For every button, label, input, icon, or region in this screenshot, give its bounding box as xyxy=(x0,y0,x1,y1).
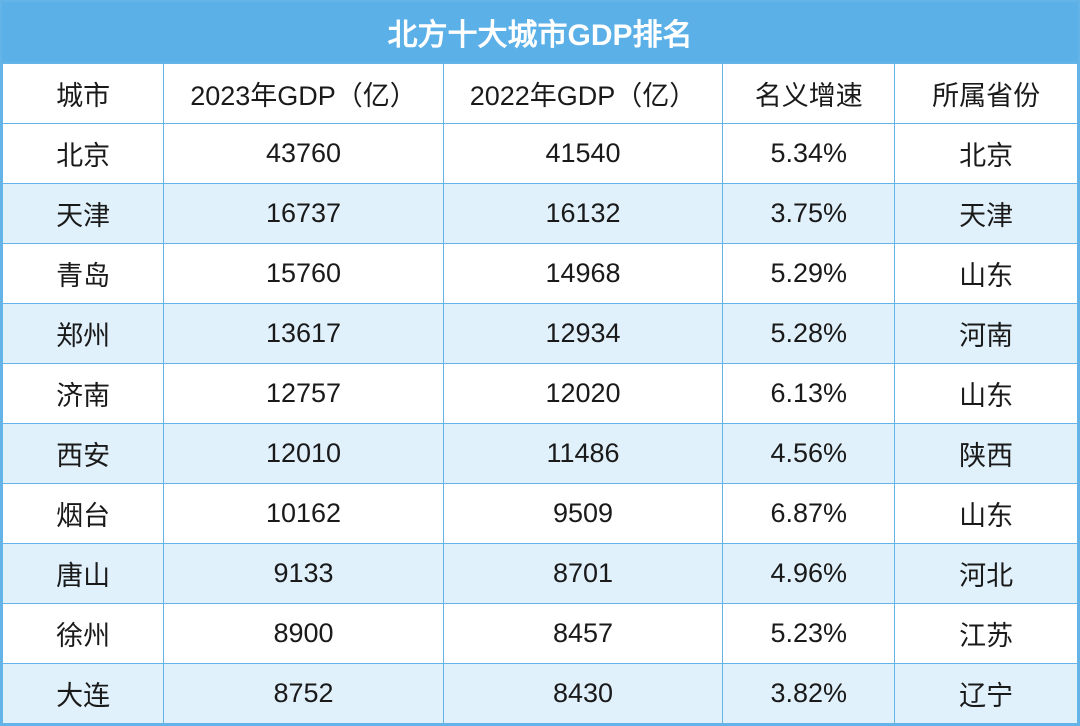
cell-gdp2023: 12757 xyxy=(164,364,444,424)
col-header-province: 所属省份 xyxy=(895,64,1078,124)
cell-gdp2023: 12010 xyxy=(164,424,444,484)
cell-gdp2023: 9133 xyxy=(164,544,444,604)
cell-gdp2022: 14968 xyxy=(443,244,723,304)
table-title: 北方十大城市GDP排名 xyxy=(2,2,1078,63)
cell-gdp2022: 8701 xyxy=(443,544,723,604)
cell-gdp2022: 16132 xyxy=(443,184,723,244)
col-header-growth: 名义增速 xyxy=(723,64,895,124)
cell-province: 北京 xyxy=(895,124,1078,184)
col-header-gdp2023: 2023年GDP（亿） xyxy=(164,64,444,124)
cell-gdp2023: 15760 xyxy=(164,244,444,304)
table-row: 郑州 13617 12934 5.28% 河南 xyxy=(3,304,1078,364)
cell-province: 河南 xyxy=(895,304,1078,364)
cell-gdp2023: 8900 xyxy=(164,604,444,664)
header-row: 城市 2023年GDP（亿） 2022年GDP（亿） 名义增速 所属省份 xyxy=(3,64,1078,124)
cell-city: 烟台 xyxy=(3,484,164,544)
gdp-ranking-table: 北方十大城市GDP排名 城市 2023年GDP（亿） 2022年GDP（亿） 名… xyxy=(0,0,1080,726)
table-row: 西安 12010 11486 4.56% 陕西 xyxy=(3,424,1078,484)
cell-province: 山东 xyxy=(895,364,1078,424)
cell-gdp2023: 10162 xyxy=(164,484,444,544)
table-row: 青岛 15760 14968 5.29% 山东 xyxy=(3,244,1078,304)
cell-growth: 6.13% xyxy=(723,364,895,424)
cell-gdp2022: 9509 xyxy=(443,484,723,544)
table-row: 天津 16737 16132 3.75% 天津 xyxy=(3,184,1078,244)
table-row: 济南 12757 12020 6.13% 山东 xyxy=(3,364,1078,424)
cell-city: 大连 xyxy=(3,664,164,724)
cell-gdp2022: 8430 xyxy=(443,664,723,724)
col-header-city: 城市 xyxy=(3,64,164,124)
cell-city: 唐山 xyxy=(3,544,164,604)
cell-growth: 4.56% xyxy=(723,424,895,484)
cell-growth: 6.87% xyxy=(723,484,895,544)
cell-province: 山东 xyxy=(895,244,1078,304)
data-table: 城市 2023年GDP（亿） 2022年GDP（亿） 名义增速 所属省份 北京 … xyxy=(2,63,1078,724)
cell-gdp2023: 16737 xyxy=(164,184,444,244)
table-row: 唐山 9133 8701 4.96% 河北 xyxy=(3,544,1078,604)
cell-province: 山东 xyxy=(895,484,1078,544)
cell-gdp2022: 12934 xyxy=(443,304,723,364)
table-row: 徐州 8900 8457 5.23% 江苏 xyxy=(3,604,1078,664)
cell-gdp2022: 8457 xyxy=(443,604,723,664)
cell-province: 天津 xyxy=(895,184,1078,244)
cell-city: 郑州 xyxy=(3,304,164,364)
cell-city: 西安 xyxy=(3,424,164,484)
cell-city: 北京 xyxy=(3,124,164,184)
cell-city: 徐州 xyxy=(3,604,164,664)
cell-gdp2022: 12020 xyxy=(443,364,723,424)
cell-province: 辽宁 xyxy=(895,664,1078,724)
cell-city: 天津 xyxy=(3,184,164,244)
cell-city: 青岛 xyxy=(3,244,164,304)
cell-growth: 4.96% xyxy=(723,544,895,604)
cell-gdp2022: 11486 xyxy=(443,424,723,484)
cell-growth: 5.34% xyxy=(723,124,895,184)
table-body: 北京 43760 41540 5.34% 北京 天津 16737 16132 3… xyxy=(3,124,1078,724)
table-row: 大连 8752 8430 3.82% 辽宁 xyxy=(3,664,1078,724)
cell-gdp2022: 41540 xyxy=(443,124,723,184)
cell-province: 陕西 xyxy=(895,424,1078,484)
cell-gdp2023: 13617 xyxy=(164,304,444,364)
cell-growth: 3.82% xyxy=(723,664,895,724)
table-row: 烟台 10162 9509 6.87% 山东 xyxy=(3,484,1078,544)
col-header-gdp2022: 2022年GDP（亿） xyxy=(443,64,723,124)
cell-city: 济南 xyxy=(3,364,164,424)
cell-gdp2023: 43760 xyxy=(164,124,444,184)
cell-gdp2023: 8752 xyxy=(164,664,444,724)
cell-growth: 5.23% xyxy=(723,604,895,664)
cell-growth: 5.29% xyxy=(723,244,895,304)
cell-growth: 3.75% xyxy=(723,184,895,244)
cell-growth: 5.28% xyxy=(723,304,895,364)
table-row: 北京 43760 41540 5.34% 北京 xyxy=(3,124,1078,184)
cell-province: 河北 xyxy=(895,544,1078,604)
cell-province: 江苏 xyxy=(895,604,1078,664)
